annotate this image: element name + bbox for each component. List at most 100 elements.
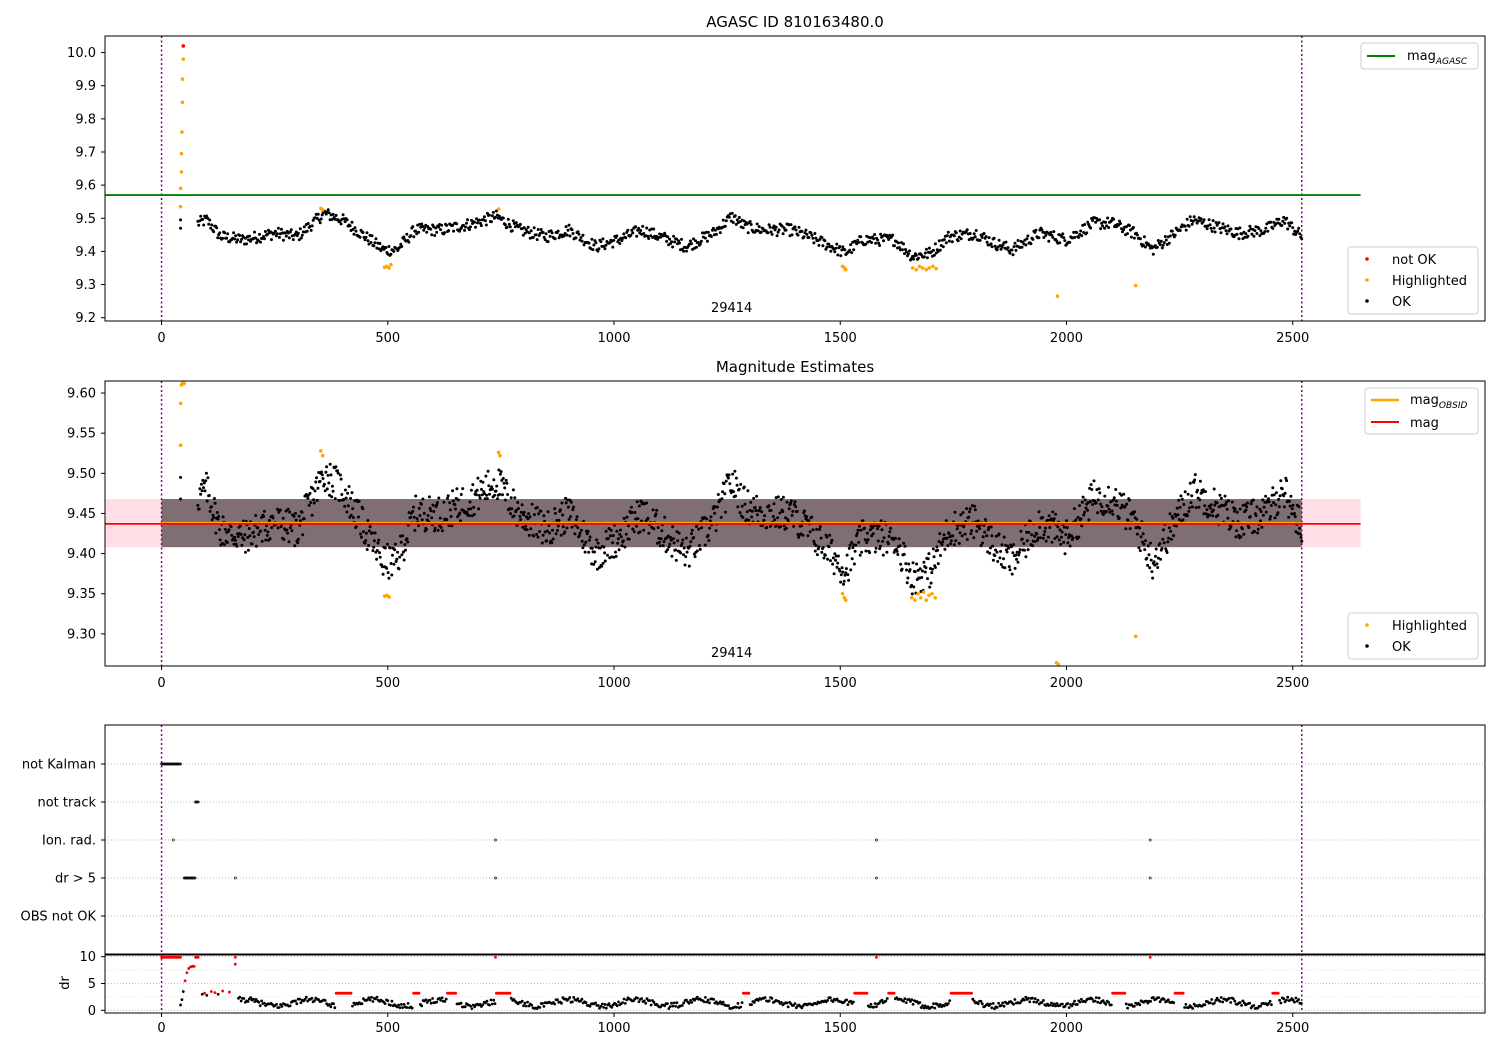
ok-point (586, 529, 590, 533)
ok-point (300, 510, 304, 514)
ok-point (811, 528, 815, 532)
ok-point (491, 210, 495, 214)
ok-point (1276, 511, 1280, 515)
highlighted-point (927, 593, 931, 598)
ok-point (1103, 494, 1107, 498)
ok-point (312, 498, 316, 502)
ok-point (1202, 218, 1206, 222)
ok-point (713, 228, 717, 232)
ok-point (629, 233, 633, 237)
ok-point (914, 253, 918, 257)
ok-point (991, 544, 995, 548)
ok-point (1046, 231, 1050, 235)
ok-point (507, 222, 511, 226)
ok-point (929, 581, 933, 585)
ok-point (887, 534, 891, 538)
ok-point (1282, 505, 1286, 509)
ok-point (1244, 508, 1248, 512)
ok-point (873, 550, 877, 554)
ok-point (347, 485, 351, 488)
ok-point (1065, 526, 1069, 530)
ok-point (947, 532, 951, 536)
ok-point (989, 242, 993, 246)
flag-point (875, 876, 878, 880)
ok-point (247, 527, 251, 530)
ok-point (1114, 499, 1118, 503)
ok-point (1104, 510, 1108, 513)
ok-point (1297, 505, 1301, 509)
legend-frame (1360, 42, 1479, 70)
ok-point (318, 479, 322, 483)
ok-point (1160, 246, 1164, 250)
dr-point (594, 1001, 597, 1005)
ok-point (350, 220, 354, 224)
ok-point (577, 534, 581, 538)
ok-point (876, 527, 879, 531)
ok-point (198, 487, 202, 491)
ok-point (350, 491, 354, 495)
ok-point (346, 504, 350, 508)
ok-point (734, 476, 738, 480)
ok-point (1150, 570, 1154, 574)
ok-point (509, 496, 513, 500)
ok-point (836, 253, 840, 257)
ok-point (1143, 539, 1147, 543)
dr-point (1209, 1001, 1212, 1005)
dr-point (625, 998, 629, 1002)
ok-point (1210, 229, 1214, 233)
ok-point (246, 536, 250, 539)
ok-point (208, 218, 212, 222)
ok-point (937, 239, 941, 243)
ok-point (900, 567, 904, 571)
ok-point (985, 534, 989, 538)
ok-point (1208, 513, 1212, 517)
ok-point (604, 243, 608, 247)
ok-point (802, 235, 806, 239)
ok-point (590, 237, 594, 241)
ok-point (797, 225, 801, 229)
ok-point (284, 234, 288, 238)
ok-point (1043, 530, 1047, 533)
ok-point (933, 242, 937, 246)
ok-point (1224, 502, 1228, 506)
ok-point (1261, 498, 1265, 502)
ok-point (1031, 544, 1034, 548)
flag-point (195, 800, 199, 804)
ok-point (1110, 509, 1114, 513)
ok-point (749, 223, 753, 226)
highlighted-point (840, 591, 845, 596)
ok-point (918, 567, 922, 571)
ok-point (405, 537, 409, 541)
dr-point (205, 993, 209, 997)
x-tick-label: 2500 (1276, 1021, 1309, 1036)
legend-label-ok: OK (1392, 295, 1411, 310)
ok-point (566, 505, 570, 509)
ok-point (894, 547, 898, 551)
dr-point (1268, 999, 1272, 1003)
y-tick-label: 9.3 (75, 278, 96, 293)
ok-point (493, 215, 497, 219)
ok-point (708, 519, 712, 523)
ok-point (916, 256, 920, 260)
dr-point (424, 998, 428, 1002)
ok-point (878, 244, 882, 247)
ok-point (1209, 506, 1212, 510)
ok-point (1151, 576, 1155, 580)
ok-point (1192, 215, 1196, 219)
dr-point (865, 991, 869, 995)
ok-point (371, 549, 375, 553)
ok-point (539, 228, 543, 231)
ok-point (233, 237, 237, 241)
ok-point (482, 215, 486, 219)
ok-point (1068, 240, 1072, 244)
ok-point (1198, 498, 1202, 502)
ok-point (972, 232, 976, 236)
flag-point (187, 876, 191, 880)
ok-point (366, 239, 370, 243)
ok-point (210, 505, 213, 509)
ok-point (546, 240, 550, 244)
ok-point (257, 533, 261, 536)
ok-point (1052, 517, 1056, 521)
dr-point (1080, 997, 1083, 1001)
dr-point (989, 1002, 992, 1006)
